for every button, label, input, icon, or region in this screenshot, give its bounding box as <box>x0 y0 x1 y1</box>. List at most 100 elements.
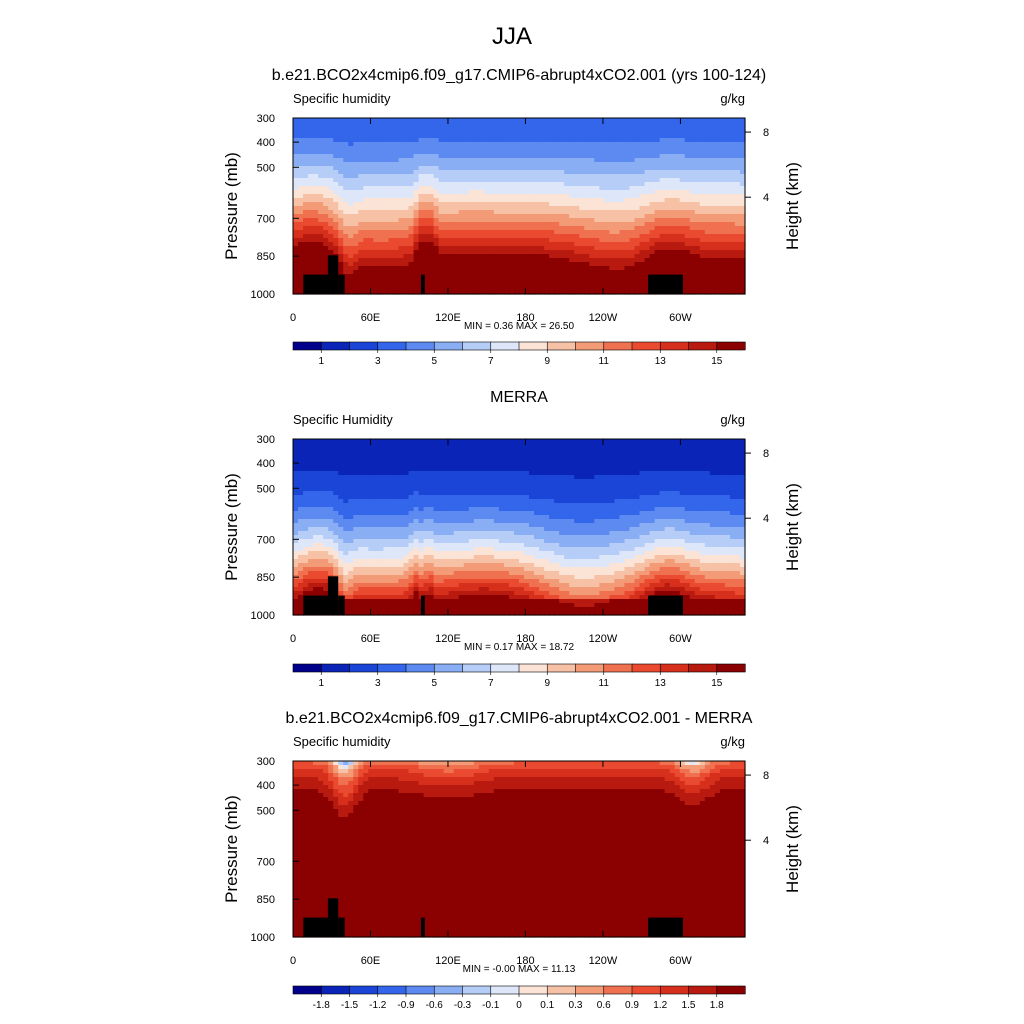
heatmap-cell <box>529 218 535 223</box>
heatmap-cell <box>569 146 575 151</box>
heatmap-cell <box>539 479 545 484</box>
heatmap-cell <box>413 182 420 187</box>
heatmap-cell <box>629 270 636 275</box>
heatmap-cell <box>423 262 430 267</box>
heatmap-cell <box>674 194 681 199</box>
heatmap-cell <box>674 122 681 127</box>
heatmap-cell <box>353 118 359 123</box>
heatmap-cell <box>734 134 741 139</box>
heatmap-cell <box>654 222 661 227</box>
heatmap-cell <box>413 479 420 484</box>
heatmap-cell <box>343 459 349 464</box>
heatmap-cell <box>378 222 384 227</box>
heatmap-cell <box>619 146 626 151</box>
heatmap-cell <box>378 254 384 259</box>
heatmap-cell <box>438 266 445 271</box>
heatmap-cell <box>323 463 329 468</box>
heatmap-cell <box>483 150 490 155</box>
heatmap-cell <box>323 206 329 211</box>
heatmap-cell <box>388 222 395 227</box>
heatmap-cell <box>594 262 600 267</box>
heatmap-cell <box>348 254 354 259</box>
heatmap-cell <box>503 262 510 267</box>
heatmap-cell <box>373 447 379 452</box>
heatmap-cell <box>529 463 535 468</box>
heatmap-cell <box>318 142 324 147</box>
heatmap-cell <box>473 230 480 235</box>
heatmap-cell <box>534 206 540 211</box>
heatmap-cell <box>704 182 711 187</box>
heatmap-cell <box>498 246 505 251</box>
heatmap-cell <box>298 242 304 247</box>
colorbar-label: 1 <box>318 356 324 367</box>
heatmap-cell <box>689 170 696 175</box>
heatmap-cell <box>298 198 304 203</box>
heatmap-cell <box>318 118 324 123</box>
heatmap-cell <box>393 270 400 275</box>
heatmap-cell <box>529 134 535 139</box>
heatmap-cell <box>529 254 535 259</box>
heatmap-cell <box>724 246 731 251</box>
heatmap-cell <box>443 214 450 219</box>
heatmap-cell <box>739 471 746 476</box>
heatmap-cell <box>378 226 384 231</box>
heatmap-cell <box>574 439 580 444</box>
heatmap-cell <box>438 455 445 460</box>
heatmap-cell <box>544 234 550 239</box>
heatmap-cell <box>468 226 475 231</box>
heatmap-cell <box>609 138 616 143</box>
heatmap-cell <box>348 166 354 171</box>
heatmap-cell <box>624 226 631 231</box>
heatmap-cell <box>624 447 631 452</box>
heatmap-cell <box>503 186 510 191</box>
heatmap-cell <box>519 246 525 251</box>
heatmap-cell <box>303 266 309 271</box>
heatmap-cell <box>649 134 656 139</box>
heatmap-cell <box>323 194 329 199</box>
heatmap-cell <box>423 126 430 131</box>
heatmap-cell <box>544 154 550 159</box>
heatmap-cell <box>604 226 610 231</box>
heatmap-cell <box>458 142 465 147</box>
heatmap-cell <box>584 254 590 259</box>
heatmap-cell <box>443 138 450 143</box>
heatmap-cell <box>348 479 354 484</box>
heatmap-cell <box>739 286 746 291</box>
heatmap-cell <box>403 130 410 135</box>
heatmap-cell <box>544 266 550 271</box>
heatmap-cell <box>519 170 525 175</box>
heatmap-cell <box>544 142 550 147</box>
heatmap-cell <box>669 150 676 155</box>
heatmap-cell <box>383 178 390 183</box>
heatmap-cell <box>674 238 681 243</box>
heatmap-cell <box>664 162 671 167</box>
heatmap-cell <box>719 158 726 163</box>
heatmap-cell <box>614 178 621 183</box>
heatmap-cell <box>363 150 369 155</box>
heatmap-cell <box>413 122 420 127</box>
heatmap-cell <box>398 202 405 207</box>
heatmap-cell <box>639 447 646 452</box>
heatmap-cell <box>604 158 610 163</box>
heatmap-cell <box>629 467 636 472</box>
heatmap-cell <box>313 471 319 476</box>
heatmap-cell <box>719 182 726 187</box>
heatmap-cell <box>609 286 616 291</box>
heatmap-cell <box>679 138 686 143</box>
heatmap-cell <box>574 443 580 448</box>
heatmap-cell <box>383 138 390 143</box>
heatmap-cell <box>734 218 741 223</box>
heatmap-cell <box>704 210 711 215</box>
heatmap-cell <box>519 475 525 480</box>
heatmap-cell <box>584 262 590 267</box>
heatmap-cell <box>534 210 540 215</box>
heatmap-cell <box>704 206 711 211</box>
heatmap-cell <box>473 234 480 239</box>
heatmap-cell <box>544 278 550 283</box>
heatmap-cell <box>383 463 390 468</box>
heatmap-cell <box>463 190 470 195</box>
heatmap-cell <box>343 122 349 127</box>
heatmap-cell <box>468 290 475 295</box>
heatmap-cell <box>438 226 445 231</box>
